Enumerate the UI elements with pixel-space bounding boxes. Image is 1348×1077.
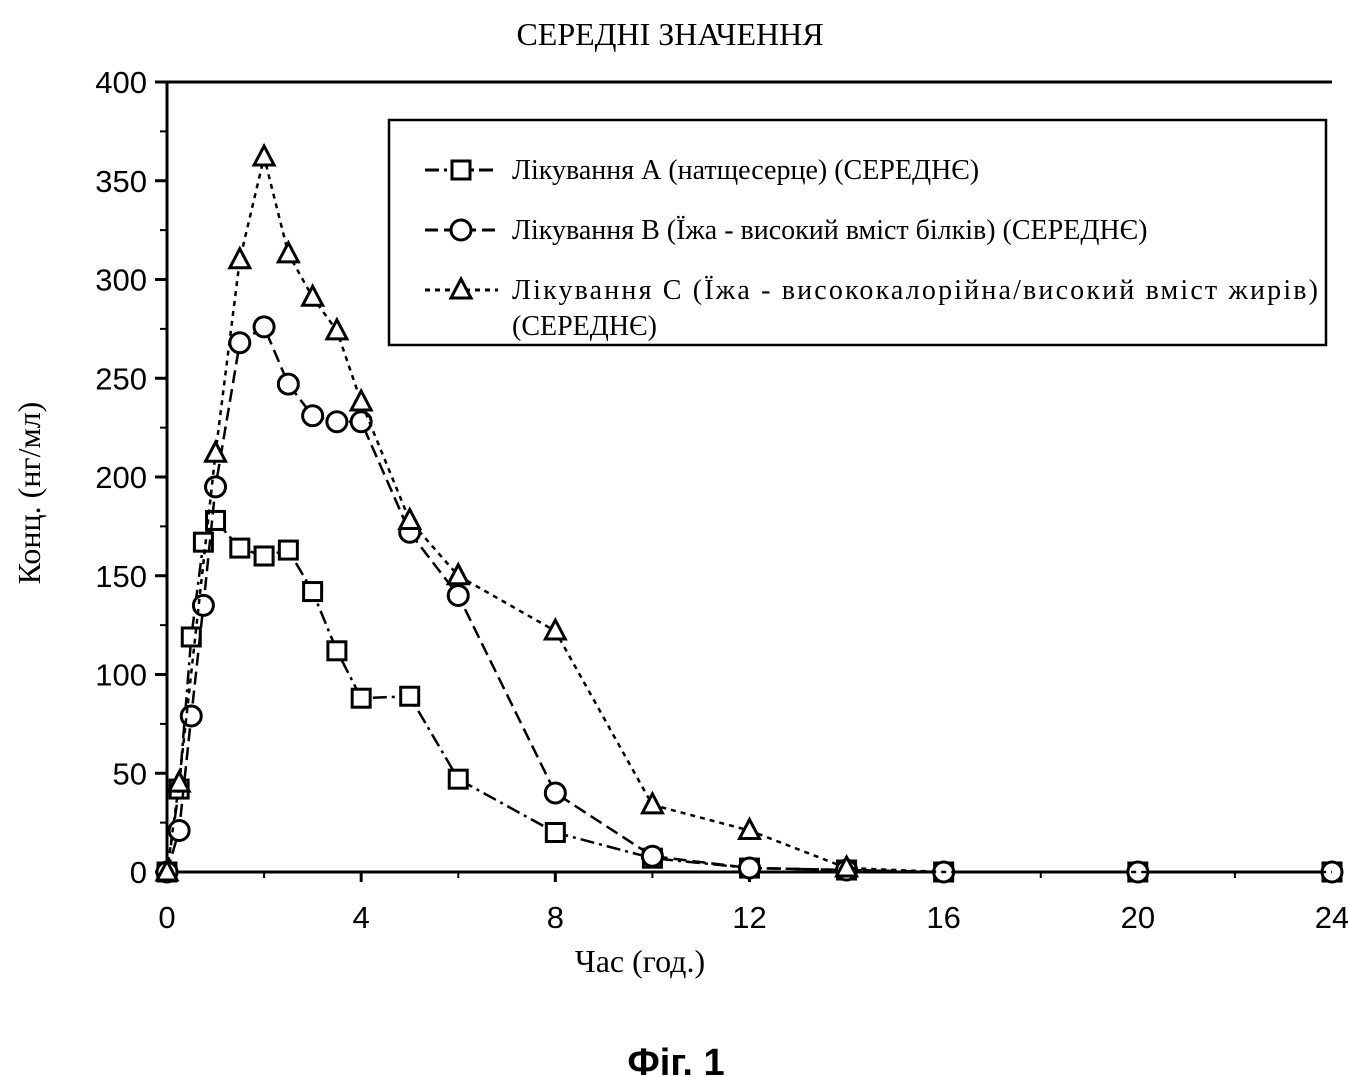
circle-marker [738,856,761,880]
triangle-marker [300,283,326,307]
square-marker [253,545,275,567]
legend: Лікування А (натщесерце) (СЕРЕДНЄ) Лікува… [387,118,1328,347]
y-tick-label: 50 [113,756,147,791]
y-tick-label: 250 [95,361,147,396]
circle-marker [204,475,228,499]
triangle-marker [448,275,474,300]
circle-marker [276,372,300,396]
legend-label: Лікування С (Їжа - висококалорійна/висок… [512,275,1318,306]
triangle-marker [445,561,471,586]
circle-marker [325,410,349,434]
series-line [165,325,1332,874]
x-tick-label: 24 [1315,900,1348,935]
triangle-marker [348,387,374,412]
series-layer [154,142,1344,884]
series-circle [155,315,1344,884]
square-marker [229,537,251,559]
x-tick-label: 20 [1121,900,1155,935]
square-marker [399,685,421,707]
square-marker [544,822,566,843]
legend-label: Лікування А (натщесерце) (СЕРЕДНЄ) [512,155,979,186]
axes: 0 50 100 150 200 250 300 350 400 0 4 8 12 16 20 24 [95,65,1348,935]
square-marker [447,768,469,790]
figure-caption: Фіг. 1 [627,1042,724,1077]
series-line [165,156,1332,874]
y-axis-label: Конц. (нг/мл) [11,402,47,585]
triangle-marker [542,616,568,641]
y-tick-label: 200 [95,460,147,495]
triangle-marker [324,316,350,341]
x-tick-label: 16 [926,900,960,935]
y-tick-label: 400 [95,65,147,100]
y-tick-label: 100 [95,658,147,693]
y-tick-label: 150 [95,559,147,594]
x-tick-label: 12 [732,900,766,935]
circle-marker [191,593,215,617]
triangle-marker [203,439,229,463]
circle-marker [446,584,470,607]
triangle-marker [251,142,277,167]
x-tick-label: 4 [353,900,370,935]
y-tick-label: 350 [95,164,147,199]
triangle-marker [166,768,192,793]
square-marker [326,640,348,662]
circle-marker [1126,860,1150,884]
square-marker [350,687,372,709]
square-marker [192,531,214,553]
square-marker [180,626,202,648]
triangle-marker [639,790,665,815]
circle-marker [228,331,252,355]
circle-marker [449,218,473,242]
x-tick-label: 0 [158,900,175,935]
legend-label: (СЕРЕДНЄ) [512,311,657,342]
circle-marker [252,315,276,339]
circle-marker [179,704,203,728]
triangle-marker [737,816,762,841]
chart-title: СЕРЕДНІ ЗНАЧЕННЯ [516,16,823,52]
circle-marker [640,844,664,868]
square-marker [277,539,299,561]
x-tick-label: 8 [547,900,564,935]
square-marker [450,159,472,181]
triangle-marker [227,245,253,270]
legend-items: Лікування А (натщесерце) (СЕРЕДНЄ) Лікува… [425,155,1318,342]
square-marker [302,581,324,603]
legend-box [387,118,1328,347]
circle-marker [301,404,325,428]
y-tick-label: 300 [95,263,147,298]
triangle-marker [154,857,180,882]
x-axis-label: Час (год.) [575,943,705,979]
series-triangle [154,142,1332,882]
legend-label: Лікування В (Їжа - високий вміст білків)… [512,215,1147,246]
triangle-marker [834,853,860,878]
circle-marker [543,781,567,805]
circle-marker [349,410,373,434]
y-tick-label: 0 [130,855,147,890]
triangle-marker [397,506,423,530]
triangle-marker [275,239,301,264]
circle-marker [167,819,191,843]
